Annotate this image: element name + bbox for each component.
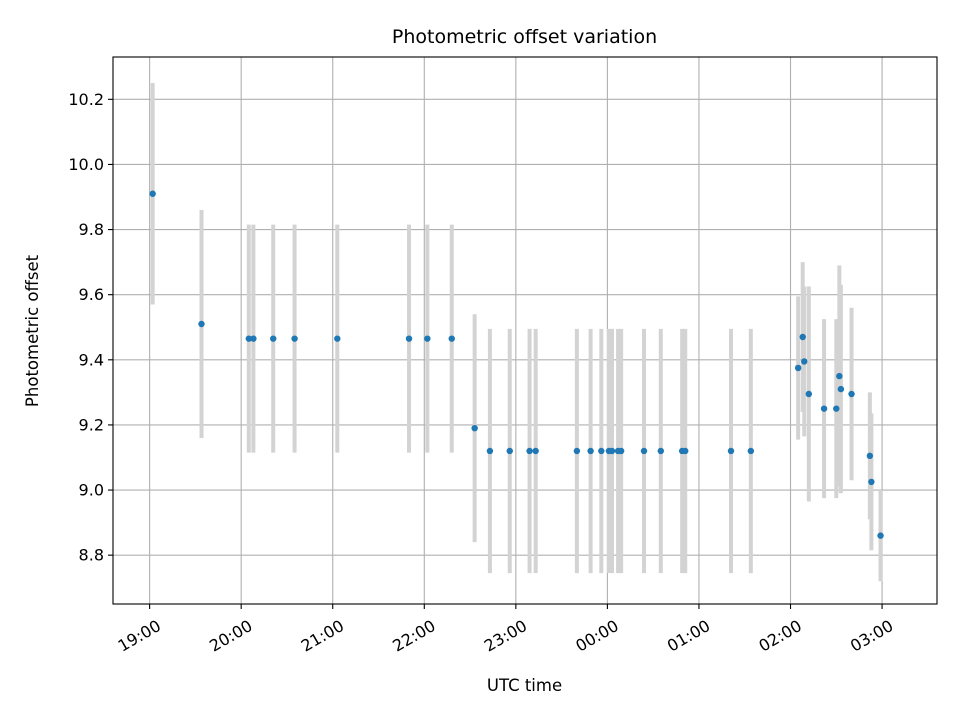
x-axis-label: UTC time <box>487 676 562 695</box>
y-axis-label: Photometric offset <box>23 254 42 407</box>
data-point <box>424 335 431 342</box>
y-tick-label: 9.6 <box>79 285 104 304</box>
data-point <box>486 447 494 455</box>
data-point <box>598 447 605 455</box>
data-point <box>837 385 845 393</box>
data-point <box>747 447 755 455</box>
data-point <box>198 320 205 328</box>
data-point <box>836 372 843 380</box>
data-point <box>617 447 625 455</box>
data-point <box>657 447 665 455</box>
data-point <box>149 190 156 197</box>
data-point <box>682 447 689 455</box>
y-tick-label: 9.0 <box>79 481 104 500</box>
y-tick-label: 9.2 <box>79 415 104 434</box>
data-point <box>799 333 806 341</box>
data-point <box>805 390 813 398</box>
data-point <box>334 335 341 342</box>
data-point <box>640 447 648 455</box>
data-point <box>405 335 413 342</box>
y-tick-label: 10.0 <box>68 155 104 174</box>
data-point <box>506 447 513 455</box>
data-point <box>448 335 455 342</box>
data-point <box>833 405 840 412</box>
chart-title: Photometric offset variation <box>392 26 657 48</box>
y-tick-label: 9.8 <box>79 220 104 239</box>
data-point <box>526 447 533 455</box>
data-point <box>608 447 616 455</box>
data-point <box>245 335 253 342</box>
data-point <box>471 424 478 432</box>
data-point <box>877 532 884 539</box>
data-points <box>149 190 884 539</box>
data-point <box>820 405 828 412</box>
data-point <box>866 452 874 460</box>
data-point <box>801 358 808 365</box>
data-point <box>573 447 581 455</box>
y-tick-label: 8.8 <box>79 546 104 565</box>
y-tick-label: 10.2 <box>68 90 104 109</box>
grid <box>113 57 937 604</box>
data-point <box>868 478 875 486</box>
plot-area-frame <box>112 56 938 605</box>
y-tick-label: 9.4 <box>79 350 104 369</box>
data-point <box>270 335 277 342</box>
data-point <box>727 447 735 455</box>
data-point <box>532 447 539 455</box>
data-point <box>250 335 257 342</box>
data-point <box>291 335 298 342</box>
data-point <box>587 447 594 455</box>
data-point <box>848 390 855 398</box>
data-point <box>794 364 802 372</box>
